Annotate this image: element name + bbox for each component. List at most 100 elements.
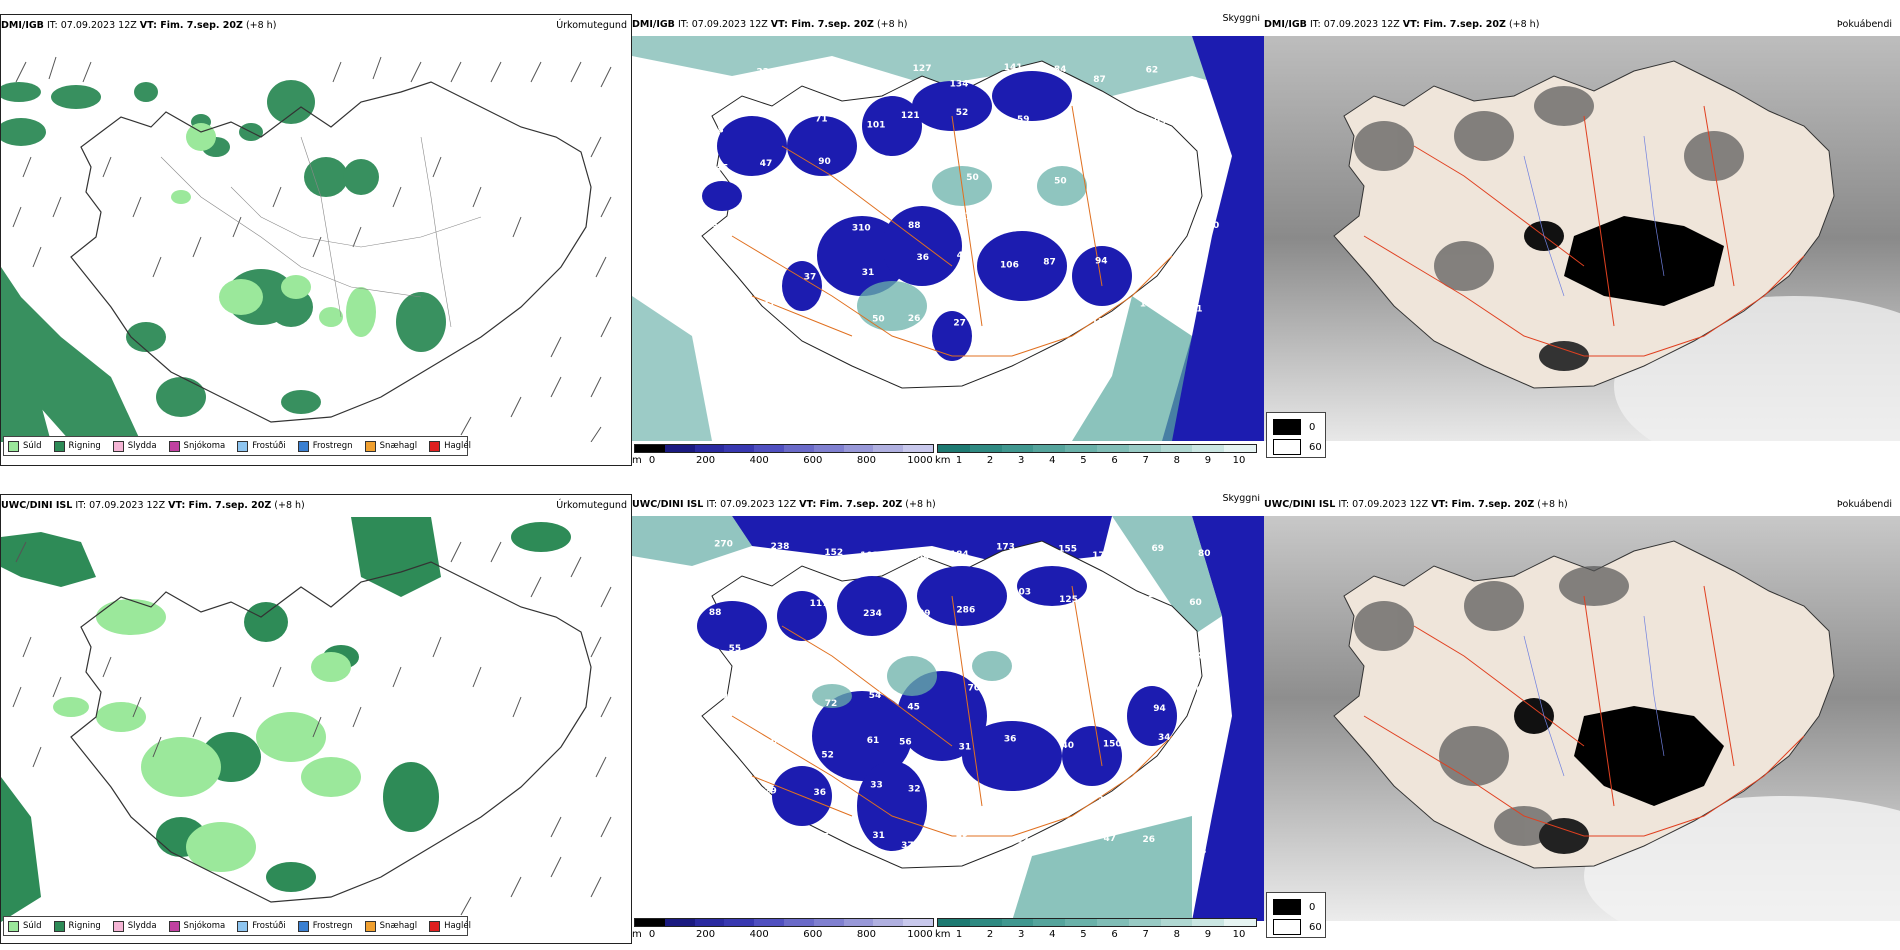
legend-item: Súld: [8, 440, 42, 452]
legend-label: Rigning: [68, 921, 101, 931]
visibility-value-label: 302: [715, 692, 734, 702]
legend-swatch: [429, 920, 441, 932]
panel-title: Skyggni: [1222, 14, 1260, 24]
legend-item: Frostregn: [297, 440, 353, 452]
legend-swatch: [53, 920, 65, 932]
visibility-value-label: 88: [709, 608, 722, 618]
legend-item: Súld: [8, 920, 42, 932]
legend-item: Snæhagl: [364, 920, 417, 932]
visibility-value-label: 150: [1200, 221, 1219, 231]
legend-label: Haglél: [444, 441, 472, 451]
visibility-value-label: 29: [956, 830, 969, 840]
visibility-value-label: 66: [917, 175, 930, 185]
visibility-value-label: 170: [1152, 639, 1171, 649]
model-name: DMI/IGB: [1, 20, 44, 31]
scale-tick: 6: [1111, 929, 1118, 940]
valid-time: VT: Fim. 7.sep. 20Z: [799, 499, 903, 510]
scale-tick: 1: [955, 455, 963, 466]
legend-item: Snæhagl: [364, 440, 417, 452]
visibility-value-label: 45: [1112, 205, 1125, 215]
legend-label: Súld: [23, 921, 42, 931]
init-time: IT: 07.09.2023 12Z: [46, 20, 137, 31]
panel-title: Úrkomutegund: [556, 500, 627, 511]
visibility-value-label: 72: [825, 699, 838, 709]
visibility-value-label: 182: [1196, 124, 1215, 134]
visibility-value-label: 141: [1004, 63, 1023, 73]
scale-unit: km: [935, 929, 951, 940]
legend-swatch: [168, 920, 180, 932]
fog-panel-bottom: UWC/DINI ISL IT: 07.09.2023 12Z VT: Fim.…: [1264, 494, 1900, 944]
visibility-value-label: 101: [867, 120, 886, 130]
legend-item: Slydda: [112, 920, 157, 932]
scale-tick: 10: [1232, 455, 1246, 466]
visibility-value-label: 32: [908, 784, 921, 794]
panel-header: DMI/IGB IT: 07.09.2023 12Z VT: Fim. 7.se…: [1264, 14, 1900, 36]
legend-item: Rigning: [53, 920, 101, 932]
visibility-value-label: 155: [1058, 544, 1077, 554]
visibility-value-label: 48: [814, 366, 827, 376]
visibility-value-label: 209: [1148, 117, 1167, 127]
visibility-value-label: 87: [1093, 75, 1106, 85]
scale-tick: 600: [803, 455, 823, 466]
valid-time: VT: Fim. 7.sep. 20Z: [139, 20, 243, 31]
legend-label: Frostúði: [252, 921, 286, 931]
visibility-value-label: 84: [1054, 65, 1067, 75]
precip-panel-top: DMI/IGB IT: 07.09.2023 12Z VT: Fim. 7.se…: [0, 14, 632, 466]
visibility-value-label: 184: [950, 550, 969, 560]
visibility-value-label: 61: [764, 354, 777, 364]
visibility-value-label: 73: [1153, 217, 1166, 227]
visibility-panel-top: DMI/IGB IT: 07.09.2023 12Z VT: Fim. 7.se…: [632, 14, 1264, 466]
lead-time: (+8 h): [1508, 19, 1540, 30]
scale-tick: 200: [696, 929, 716, 940]
visibility-value-label: 118: [762, 588, 781, 598]
legend-label: Súld: [23, 441, 42, 451]
scale-tick: 7: [1142, 929, 1149, 940]
legend-label: Haglél: [444, 921, 472, 931]
scale-tick: 4: [1049, 455, 1056, 466]
visibility-value-label: 106: [1000, 261, 1019, 271]
visibility-value-label: 56: [899, 738, 912, 748]
visibility-value-label: 40: [1061, 741, 1074, 751]
visibility-value-label: 224: [757, 68, 776, 78]
fog-legend-low: 0: [1309, 901, 1316, 913]
visibility-value-label: 87: [1188, 78, 1201, 88]
visibility-value-label: 90: [818, 157, 831, 167]
legend-swatch: [237, 920, 249, 932]
scale-tick: 7: [1142, 455, 1149, 466]
visibility-value-label: 51: [1062, 208, 1075, 218]
visibility-value-label: 32: [901, 366, 914, 376]
legend-item: Frostúði: [237, 440, 286, 452]
visibility-value-label: 239: [912, 609, 931, 619]
legend-label: Snjókoma: [183, 441, 226, 451]
model-name: UWC/DINI ISL: [1, 500, 73, 511]
visibility-value-label: 129: [776, 210, 795, 220]
visibility-value-label: 37: [1010, 168, 1023, 178]
visibility-value-label: 58: [711, 125, 724, 135]
scale-tick: 4: [1049, 929, 1056, 940]
legend-swatch: [364, 440, 376, 452]
visibility-value-label: 121: [901, 111, 920, 121]
visibility-value-label: 27: [953, 318, 966, 328]
legend-label: Slydda: [127, 441, 157, 451]
visibility-value-label: 100: [856, 171, 875, 181]
legend-swatch: [237, 440, 249, 452]
legend-swatch: [297, 920, 309, 932]
visibility-value-label: 26: [1143, 835, 1156, 845]
visibility-value-label: 152: [824, 548, 843, 558]
legend-item: Snjókoma: [168, 440, 226, 452]
visibility-value-label: 31: [862, 268, 875, 278]
valid-time: VT: Fim. 7.sep. 20Z: [1431, 499, 1535, 510]
visibility-value-label: 78: [1098, 705, 1111, 715]
visibility-value-label: 79: [1097, 162, 1110, 172]
visibility-value-label: 103: [1140, 299, 1159, 309]
visibility-value-label: 52: [956, 108, 969, 118]
visibility-value-label: 88: [908, 221, 921, 231]
fog-legend: 0 60: [1266, 892, 1326, 938]
visibility-value-label: 212: [997, 219, 1016, 229]
visibility-value-label: 81: [1190, 305, 1203, 315]
visibility-scale-m: 0 200 400 600 800 1000 m: [632, 918, 934, 944]
visibility-value-label: 102: [860, 551, 879, 561]
legend-item: Snjókoma: [168, 920, 225, 932]
visibility-value-label: 61: [771, 736, 784, 746]
visibility-value-label: 49: [957, 251, 970, 261]
